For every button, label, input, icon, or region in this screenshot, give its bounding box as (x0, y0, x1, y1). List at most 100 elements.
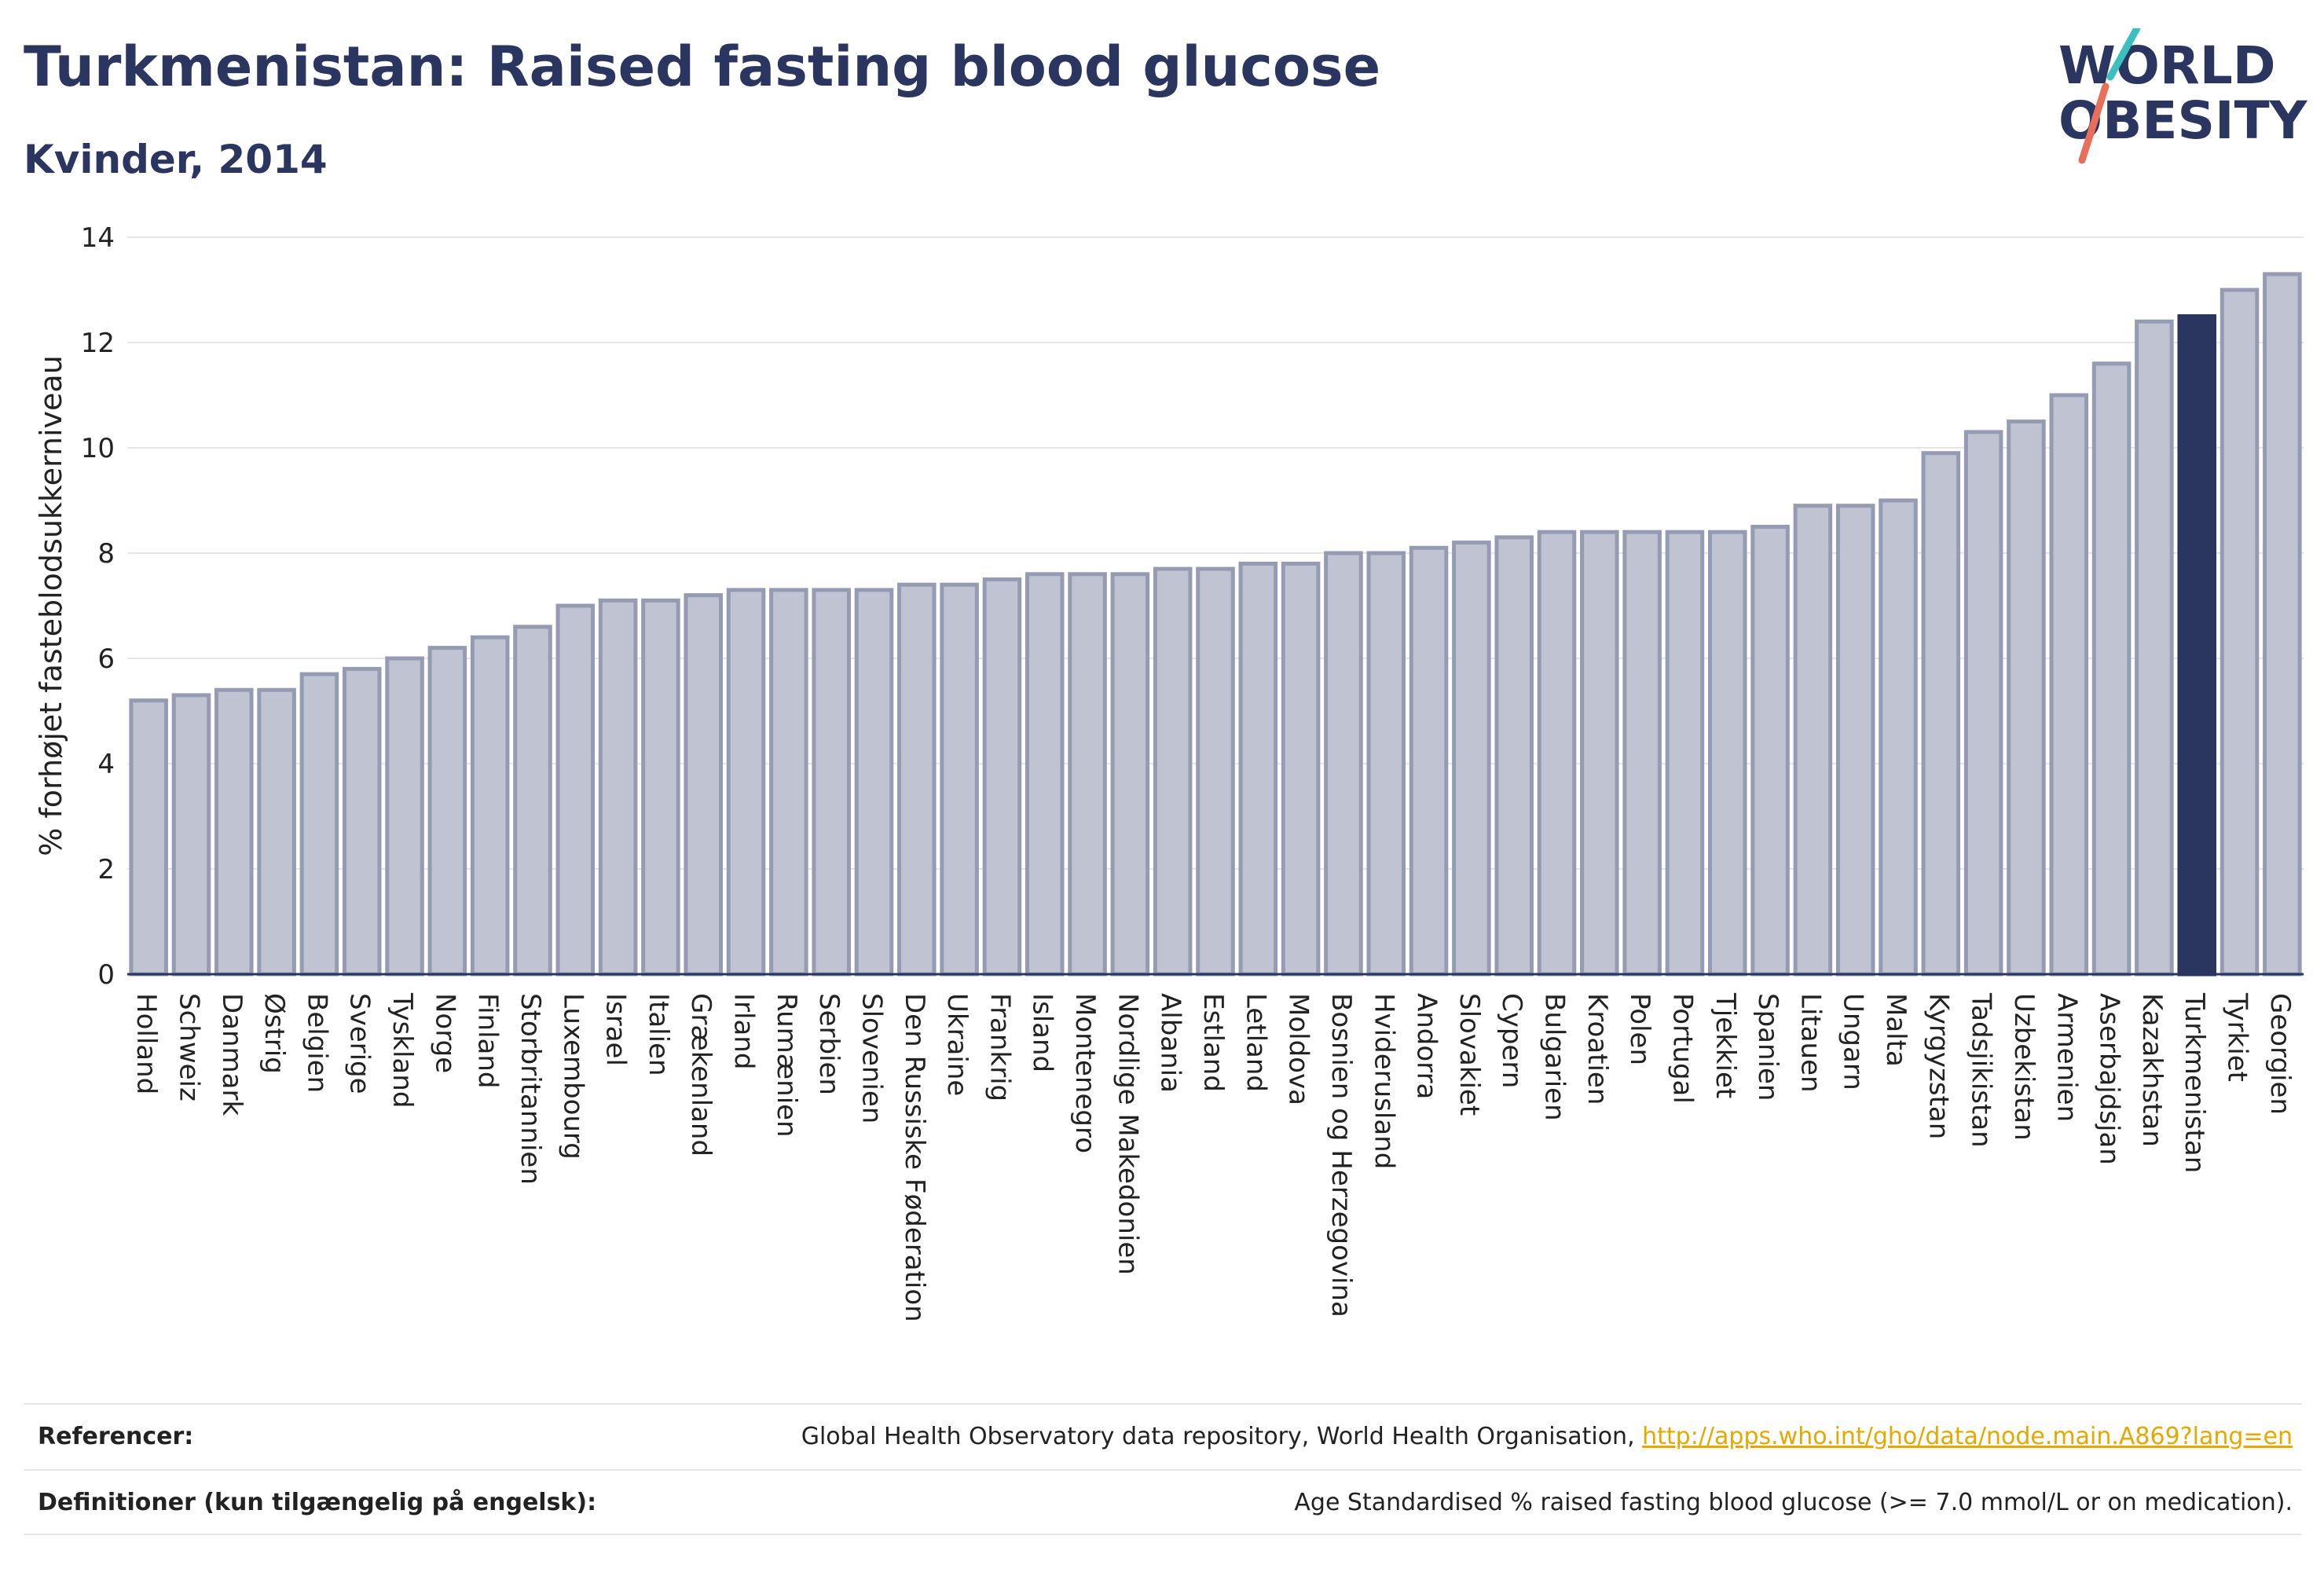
bar-bosnien-og-herzegovina (1324, 551, 1363, 977)
bar-slovakiet (1452, 541, 1491, 977)
y-tick-labels: 0 2 4 6 8 10 12 14 (81, 222, 115, 991)
bar-portugal (1665, 530, 1705, 977)
bar-turkmenistan (2177, 314, 2216, 977)
bar-tadsjikistan (1963, 430, 2003, 977)
x-tick-label: Italien (643, 993, 674, 1076)
bar-luxembourg (555, 603, 596, 977)
bar-italien (641, 598, 680, 977)
bar-israel (598, 598, 638, 977)
x-tick-label: Tjekkiet (1710, 992, 1741, 1098)
x-tick-label: Ungarn (1838, 993, 1869, 1090)
references-label: Referencer: (38, 1422, 194, 1450)
bar-frankrig (982, 577, 1022, 977)
y-tick-label: 10 (81, 433, 115, 464)
bar-albania (1153, 566, 1193, 977)
x-tick-label: Armenien (2051, 993, 2082, 1122)
x-tick-label: Bulgarien (1539, 993, 1571, 1121)
x-tick-label: Polen (1624, 993, 1655, 1065)
x-tick-label: Tyrkiet (2222, 992, 2253, 1082)
x-tick-label: Tyskland (387, 992, 418, 1108)
y-axis-label: % forhøjet fasteblodsukkerniveau (34, 355, 68, 856)
references-row: Referencer: Global Health Observatory da… (24, 1403, 2302, 1468)
bar-bulgarien (1537, 530, 1577, 977)
bar-ungarn (1835, 504, 1875, 977)
bar-hviderusland (1366, 551, 1406, 977)
bar-estland (1196, 566, 1235, 977)
x-tick-label: Bosnien og Herzegovina (1325, 993, 1357, 1318)
x-tick-label: Israel (600, 993, 632, 1066)
y-tick-label: 4 (97, 749, 115, 780)
bar-tyskland (385, 656, 424, 977)
bar-sverige (342, 666, 382, 977)
bar-georgien (2263, 272, 2302, 977)
bar-belgien (299, 672, 339, 977)
x-tick-label: Tadsjikistan (1966, 992, 1997, 1148)
bar-spanien (1750, 525, 1790, 977)
x-tick-label: Malta (1880, 993, 1912, 1067)
x-tick-label: Ukraine (941, 993, 973, 1096)
x-tick-label: Norge (429, 993, 460, 1073)
bar-uzbekistan (2007, 420, 2046, 977)
x-tick-label: Finland (472, 993, 504, 1089)
x-tick-label: Danmark (216, 993, 247, 1116)
references-text: Global Health Observatory data repositor… (801, 1422, 1643, 1450)
definitions-label: Definitioner (kun tilgængelig på engelsk… (38, 1488, 597, 1516)
bars (127, 272, 2304, 977)
x-tick-label: Kroatien (1582, 993, 1613, 1105)
x-tick-label: Irland (728, 993, 760, 1069)
bar-den-russiske-føderation (897, 582, 937, 977)
bar-kyrgyzstan (1921, 451, 1961, 977)
x-tick-label: Nordlige Makedonien (1112, 993, 1143, 1275)
x-tick-label: Spanien (1752, 993, 1783, 1101)
bar-island (1025, 572, 1065, 977)
y-tick-label: 8 (97, 538, 115, 570)
bar-storbritannien (513, 625, 552, 977)
bar-irland (726, 588, 766, 977)
x-tick-label: Storbritannien (515, 993, 546, 1185)
x-tick-label: Hviderusland (1368, 993, 1399, 1169)
x-tick-label: Moldova (1283, 993, 1314, 1105)
bar-norge (427, 646, 467, 977)
bar-andorra (1409, 545, 1449, 977)
bar-tyrkiet (2220, 288, 2260, 977)
x-tick-label: Cypern (1496, 993, 1527, 1088)
x-tick-label: Montenegro (1069, 993, 1101, 1153)
x-tick-label: Holland (130, 993, 162, 1094)
x-tick-label: Portugal (1666, 993, 1698, 1104)
bar-armenien (2049, 393, 2089, 977)
bar-malta (1879, 498, 1918, 977)
bar-grækenland (684, 593, 724, 977)
references-link[interactable]: http://apps.who.int/gho/data/node.main.A… (1642, 1422, 2293, 1450)
bar-polen (1622, 530, 1662, 977)
bar-holland (129, 698, 168, 977)
x-tick-label: Østrig (258, 993, 290, 1074)
bar-rumænien (769, 588, 808, 977)
bar-schweiz (171, 693, 211, 977)
bar-montenegro (1068, 572, 1107, 977)
y-tick-label: 6 (97, 643, 115, 675)
x-tick-label: Litauen (1794, 993, 1826, 1093)
x-tick-label: Frankrig (984, 993, 1015, 1101)
y-tick-label: 2 (97, 854, 115, 885)
logo-slash-coral (2078, 82, 2110, 164)
definitions-value: Age Standardised % raised fasting blood … (1294, 1488, 2293, 1516)
x-tick-label: Schweiz (173, 993, 204, 1101)
logo-line1: WORLD (2058, 35, 2276, 96)
logo-slash-teal (2106, 28, 2141, 81)
bar-tjekkiet (1707, 530, 1747, 977)
world-obesity-logo: WORLD OBESITY (2058, 28, 2308, 164)
bar-aserbajdsjan (2091, 361, 2132, 977)
y-tick-label: 0 (97, 959, 115, 991)
definitions-row: Definitioner (kun tilgængelig på engelsk… (24, 1469, 2302, 1534)
x-tick-label: Georgien (2264, 993, 2296, 1115)
bar-kazakhstan (2135, 319, 2174, 977)
x-tick-label: Slovenien (856, 993, 887, 1123)
bar-nordlige-makedonien (1110, 572, 1150, 977)
x-tick-labels: Holland Schweiz Danmark Østrig Belgien Sverig… (130, 992, 2296, 1322)
y-tick-label: 12 (81, 328, 115, 359)
x-tick-label: Estland (1197, 993, 1229, 1092)
x-tick-label: Letland (1240, 993, 1271, 1092)
x-tick-label: Grækenland (685, 993, 717, 1156)
x-tick-label: Den Russiske Føderation (899, 993, 930, 1322)
footer-divider (24, 1534, 2302, 1535)
